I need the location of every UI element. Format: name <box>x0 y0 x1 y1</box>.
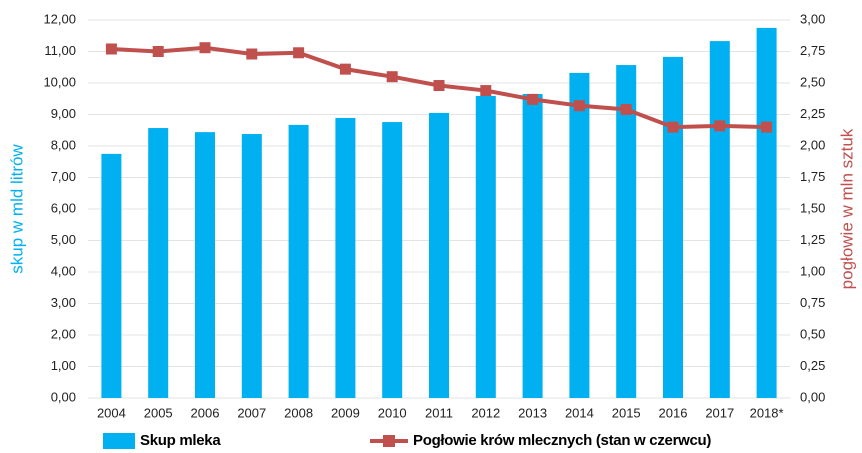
bar <box>475 95 496 398</box>
y2-axis-label: pogłowie w mln sztuk <box>837 128 856 289</box>
y-tick-label: 0,00 <box>51 389 76 404</box>
line-marker <box>714 120 726 132</box>
y-axis-label: skup w mld litrów <box>7 144 26 274</box>
y-tick-label: 11,00 <box>44 43 76 58</box>
line-marker <box>246 48 258 60</box>
x-tick-label: 2005 <box>144 405 173 420</box>
line-marker <box>105 43 117 55</box>
y2-tick-label: 0,75 <box>800 295 825 310</box>
bar <box>616 65 637 399</box>
bar <box>288 124 309 399</box>
line-marker <box>293 47 305 59</box>
y2-tick-label: 2,25 <box>800 106 825 121</box>
y-tick-label: 12,00 <box>43 11 76 26</box>
y-tick-label: 10,00 <box>43 74 76 89</box>
y2-tick-label: 2,00 <box>800 137 825 152</box>
x-tick-label: 2016 <box>659 405 688 420</box>
line-marker <box>620 103 632 115</box>
legend-swatch <box>383 435 395 447</box>
y-tick-label: 3,00 <box>51 295 76 310</box>
y-tick-label: 1,00 <box>51 358 76 373</box>
y-tick-label: 2,00 <box>51 326 76 341</box>
y2-tick-label: 3,00 <box>800 11 825 26</box>
bar <box>429 112 449 399</box>
x-tick-label: 2004 <box>97 405 126 420</box>
y2-tick-label: 1,75 <box>800 169 825 184</box>
y2-tick-label: 2,75 <box>800 43 825 58</box>
x-tick-label: 2006 <box>191 405 220 420</box>
bar <box>569 72 590 399</box>
y-tick-label: 9,00 <box>51 106 76 121</box>
y-tick-label: 5,00 <box>51 232 76 247</box>
bar <box>241 134 262 398</box>
line-marker <box>667 121 679 133</box>
y-tick-label: 6,00 <box>51 200 76 215</box>
bar <box>382 122 403 398</box>
bar <box>195 132 215 398</box>
y-tick-label: 8,00 <box>51 137 76 152</box>
y2-tick-label: 0,00 <box>800 389 825 404</box>
y2-tick-label: 0,50 <box>800 326 825 341</box>
line-marker <box>480 85 492 97</box>
x-tick-label: 2018* <box>750 405 784 420</box>
y-tick-label: 7,00 <box>51 169 76 184</box>
y2-tick-label: 0,25 <box>800 358 825 373</box>
bar <box>148 128 169 399</box>
x-tick-label: 2009 <box>331 405 360 420</box>
line-marker <box>199 42 211 54</box>
y2-tick-label: 1,25 <box>800 232 825 247</box>
bar <box>101 153 122 398</box>
y2-tick-label: 1,00 <box>800 263 825 278</box>
y2-tick-label: 2,50 <box>800 74 825 89</box>
bar <box>663 56 683 398</box>
x-tick-label: 2013 <box>518 405 547 420</box>
bar <box>709 41 730 398</box>
x-tick-label: 2008 <box>284 405 313 420</box>
line-marker <box>527 93 539 105</box>
line-marker <box>386 71 398 83</box>
line-marker <box>761 121 773 133</box>
y-tick-label: 4,00 <box>51 263 76 278</box>
line-marker <box>152 46 164 57</box>
x-tick-label: 2014 <box>565 405 594 420</box>
x-tick-label: 2012 <box>471 405 500 420</box>
line-marker <box>339 63 351 75</box>
legend-label: Skup mleka <box>140 432 221 449</box>
x-tick-label: 2011 <box>425 405 453 420</box>
x-tick-label: 2017 <box>705 405 734 420</box>
line-marker <box>573 100 585 112</box>
line-marker <box>433 80 445 92</box>
x-tick-label: 2007 <box>237 405 266 420</box>
x-tick-label: 2015 <box>612 405 641 420</box>
bar <box>756 27 777 398</box>
legend-swatch <box>103 433 135 449</box>
y2-tick-label: 1,50 <box>800 200 825 215</box>
bar <box>522 94 543 399</box>
bar <box>335 117 356 398</box>
legend-label: Pogłowie krów mlecznych (stan w czerwcu) <box>413 432 711 449</box>
x-tick-label: 2010 <box>378 405 407 420</box>
